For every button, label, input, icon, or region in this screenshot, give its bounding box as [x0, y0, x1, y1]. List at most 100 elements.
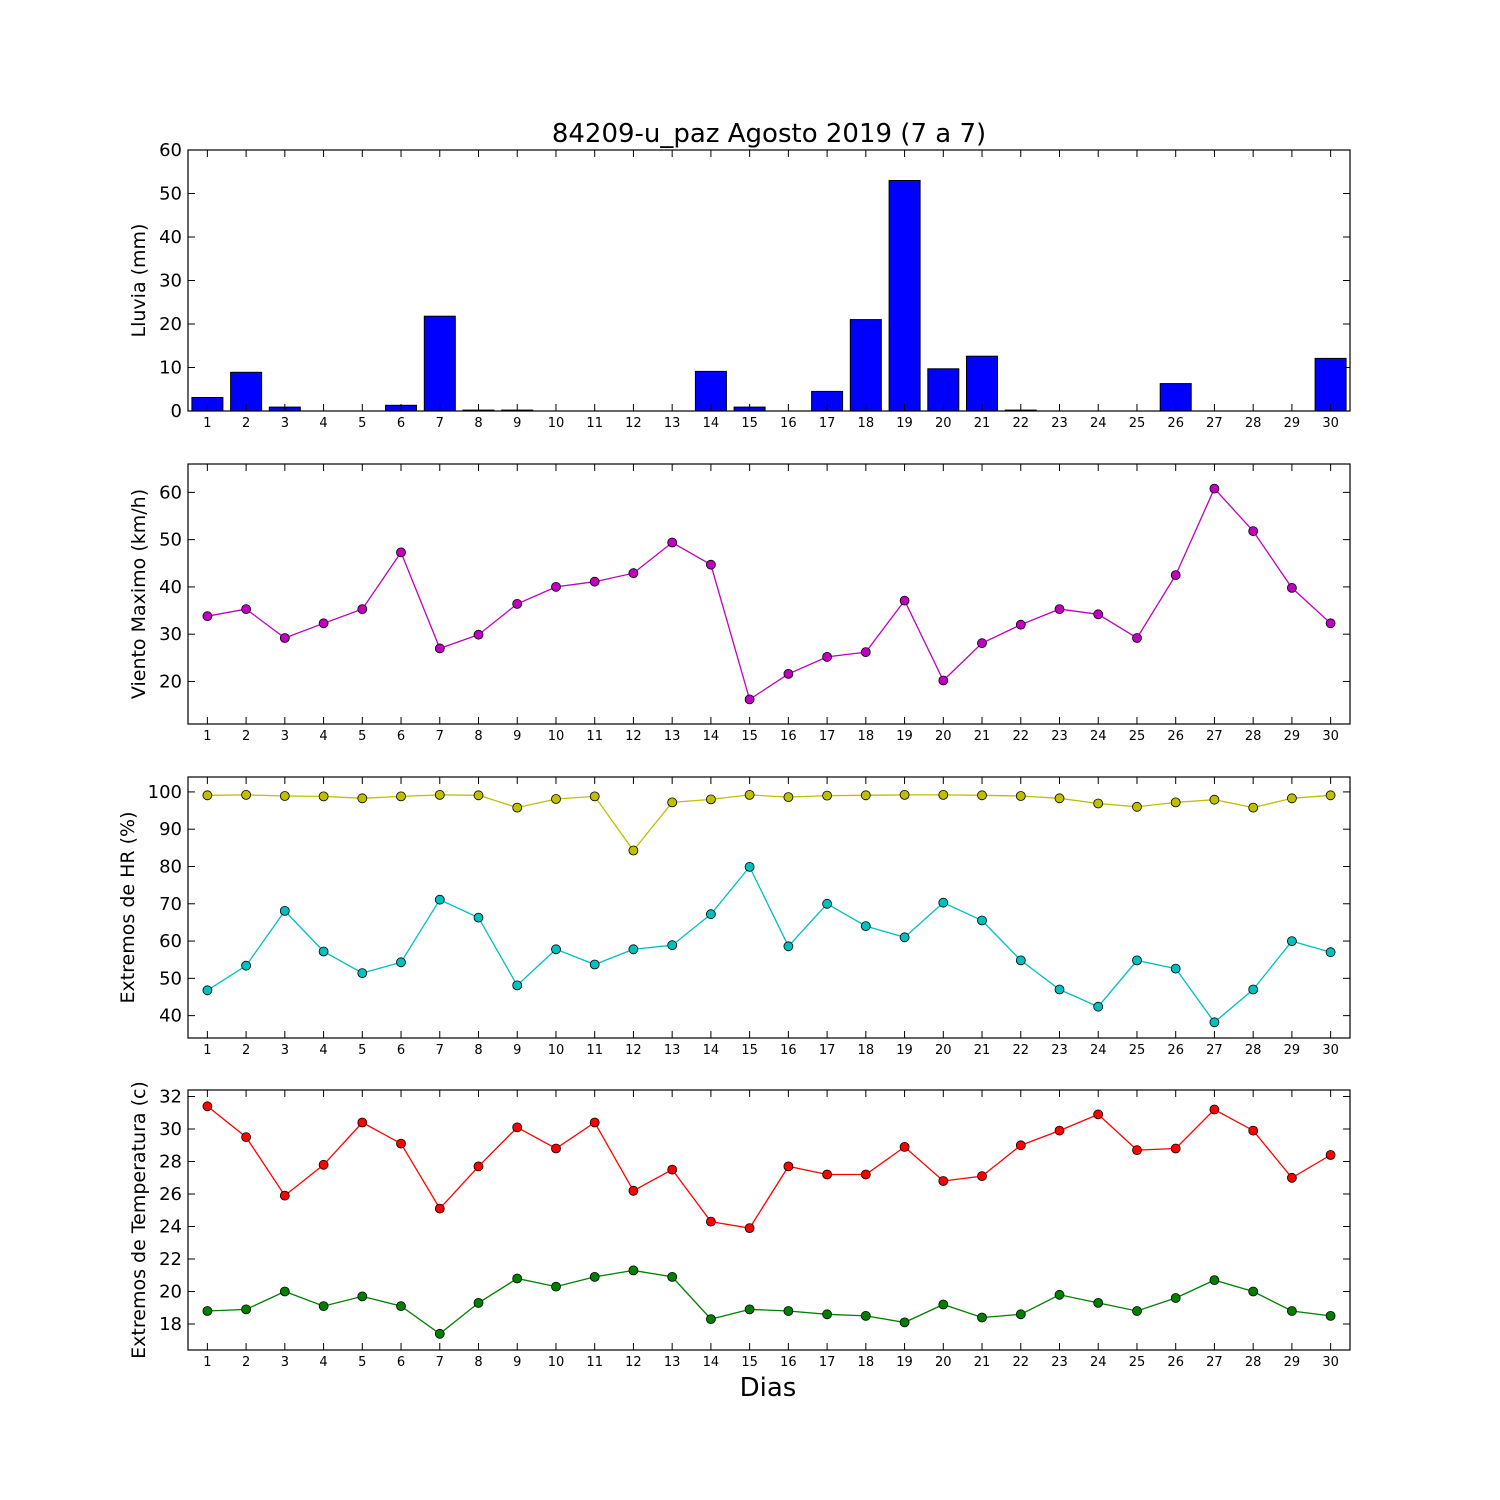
humidity-x-tick-label: 5 [358, 1043, 366, 1058]
wind-series-1-point-21 [977, 638, 987, 649]
temperature-series-2-point-2 [241, 1304, 252, 1315]
temperature-series-2-point-25 [1132, 1306, 1142, 1316]
rain-x-tick-label: 9 [513, 416, 521, 431]
temperature-series-1-point-26 [1170, 1143, 1181, 1154]
humidity-series-2-point-7 [434, 894, 445, 905]
temperature-y-tick-label: 18 [159, 1314, 182, 1335]
humidity-series-1-point-6 [396, 791, 406, 802]
wind-series-1-line [207, 487, 1332, 701]
rain-x-tick-label: 13 [664, 416, 681, 431]
temperature-series-2-point-20 [938, 1299, 949, 1310]
wind-series-1-point-26 [1170, 570, 1181, 580]
temperature-series-2-point-16 [783, 1306, 794, 1316]
humidity-series-2-point-9 [512, 980, 523, 991]
rain-x-tick-label: 8 [474, 416, 482, 431]
x-axis-label: Dias [740, 1373, 797, 1403]
wind-series-1-point-11 [589, 576, 600, 587]
humidity-series-1-point-29 [1287, 793, 1297, 804]
temperature-x-tick-label: 22 [1012, 1355, 1029, 1370]
humidity-x-tick-label: 8 [474, 1043, 482, 1058]
humidity-series-2-point-21 [977, 915, 987, 926]
wind-series-1-point-17 [822, 652, 832, 662]
temperature-series-2-line [207, 1269, 1331, 1335]
wind-series-1-point-24 [1093, 609, 1104, 620]
temperature-x-tick-label: 8 [474, 1355, 482, 1370]
wind-x-tick-label: 28 [1245, 729, 1262, 744]
temperature-series-1-point-11 [589, 1117, 600, 1128]
humidity-y-tick-label: 50 [159, 968, 182, 989]
wind-x-tick-label: 5 [358, 729, 366, 744]
wind-x-tick-label: 29 [1284, 729, 1301, 744]
temperature-x-tick-label: 21 [974, 1355, 991, 1370]
humidity-x-tick-label: 13 [664, 1043, 681, 1058]
wind-series-1-point-22 [1015, 619, 1026, 630]
rain-x-tick-label: 2 [242, 416, 250, 431]
wind-x-tick-label: 23 [1051, 729, 1068, 744]
wind-x-tick-label: 25 [1129, 729, 1146, 744]
wind-series-1-point-19 [899, 595, 910, 606]
wind-series-1-point-15 [744, 694, 755, 705]
humidity-series-2-point-8 [473, 912, 484, 923]
wind-series-1-point-27 [1209, 483, 1220, 494]
wind-axes-frame [187, 463, 1351, 725]
wind-x-tick-label: 22 [1012, 729, 1029, 744]
temperature-series-2-point-27 [1209, 1275, 1220, 1285]
rain-x-tick-label: 4 [319, 416, 327, 431]
wind-series-1-point-1 [202, 611, 213, 622]
humidity-x-tick-label: 24 [1090, 1043, 1107, 1058]
wind-series-1-point-6 [396, 547, 406, 558]
wind-x-tick-label: 10 [548, 729, 565, 744]
temperature-series-1-point-24 [1093, 1109, 1104, 1120]
rain-x-tick-label: 16 [780, 416, 797, 431]
humidity-y-tick-label: 70 [159, 894, 182, 915]
humidity-x-tick-label: 27 [1206, 1043, 1223, 1058]
humidity-series-2-point-2 [241, 960, 252, 971]
temperature-x-tick-label: 24 [1090, 1355, 1107, 1370]
temperature-x-tick-label: 29 [1284, 1355, 1301, 1370]
temperature-x-tick-label: 12 [625, 1355, 642, 1370]
temperature-series-1-point-30 [1325, 1150, 1336, 1160]
wind-series-1-point-29 [1287, 583, 1297, 593]
temperature-x-tick-label: 14 [703, 1355, 720, 1370]
temperature-x-tick-label: 1 [203, 1355, 211, 1370]
temperature-y-tick-label: 28 [159, 1152, 182, 1173]
wind-x-tick-label: 6 [397, 729, 405, 744]
temperature-series-2-point-24 [1093, 1298, 1104, 1308]
rain-x-tick-label: 28 [1245, 416, 1262, 431]
wind-x-tick-label: 3 [281, 729, 289, 744]
humidity-series-1-point-7 [434, 790, 445, 800]
humidity-series-1-point-26 [1170, 797, 1181, 808]
temperature-axes-frame [187, 1089, 1351, 1351]
rain-y-axis-label: Lluvia (mm) [128, 224, 150, 338]
humidity-series-1-point-17 [822, 790, 832, 801]
temperature-y-axis-label: Extremos de Temperatura (c) [128, 1081, 150, 1359]
humidity-series-2-point-30 [1325, 947, 1336, 958]
humidity-series-2-point-3 [279, 906, 290, 916]
humidity-x-tick-label: 9 [513, 1043, 521, 1058]
humidity-series-1-point-28 [1248, 802, 1259, 813]
wind-x-tick-label: 11 [586, 729, 603, 744]
wind-x-tick-label: 2 [242, 729, 250, 744]
temperature-y-tick-label: 22 [159, 1249, 182, 1270]
temperature-series-2-point-17 [822, 1309, 832, 1320]
wind-x-tick-label: 26 [1167, 729, 1184, 744]
humidity-series-1-point-9 [512, 802, 523, 813]
humidity-x-tick-label: 7 [436, 1043, 444, 1058]
wind-x-tick-label: 27 [1206, 729, 1223, 744]
temperature-x-tick-label: 20 [935, 1355, 952, 1370]
wind-y-axis-label: Viento Maximo (km/h) [128, 489, 150, 699]
temperature-series-1-point-16 [783, 1161, 794, 1172]
humidity-series-2-point-22 [1015, 955, 1026, 966]
temperature-x-tick-label: 9 [513, 1355, 521, 1370]
temperature-series-1-point-8 [473, 1161, 484, 1172]
humidity-series-1-point-24 [1093, 798, 1104, 809]
rain-x-tick-label: 18 [858, 416, 875, 431]
temperature-series-2-point-14 [706, 1314, 716, 1324]
temperature-x-tick-label: 5 [358, 1355, 366, 1370]
humidity-series-2-point-6 [396, 957, 406, 968]
wind-y-tick-label: 30 [159, 624, 182, 645]
humidity-series-2-point-20 [938, 897, 949, 908]
humidity-series-2-point-19 [899, 932, 910, 943]
humidity-x-tick-label: 16 [780, 1043, 797, 1058]
